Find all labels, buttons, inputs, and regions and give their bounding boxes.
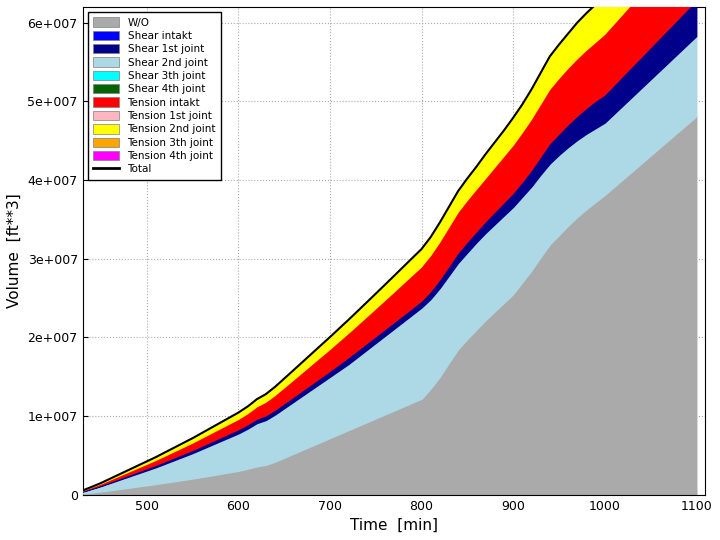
X-axis label: Time  [min]: Time [min] <box>350 518 438 533</box>
Text: 仿真在线
www.1CAE.com: 仿真在线 www.1CAE.com <box>444 249 531 271</box>
Y-axis label: Volume  [ft**3]: Volume [ft**3] <box>7 193 22 308</box>
Legend: W/O, Shear intakt, Shear 1st joint, Shear 2nd joint, Shear 3th joint, Shear 4th : W/O, Shear intakt, Shear 1st joint, Shea… <box>88 12 221 180</box>
